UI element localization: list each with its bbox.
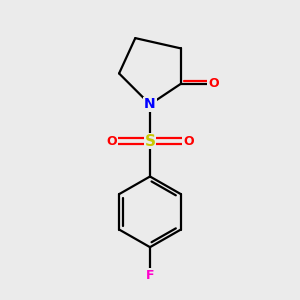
Text: O: O — [183, 135, 194, 148]
Text: F: F — [146, 268, 154, 282]
Text: O: O — [106, 135, 117, 148]
Text: O: O — [208, 77, 219, 90]
Text: S: S — [145, 134, 155, 149]
Text: N: N — [144, 98, 156, 111]
